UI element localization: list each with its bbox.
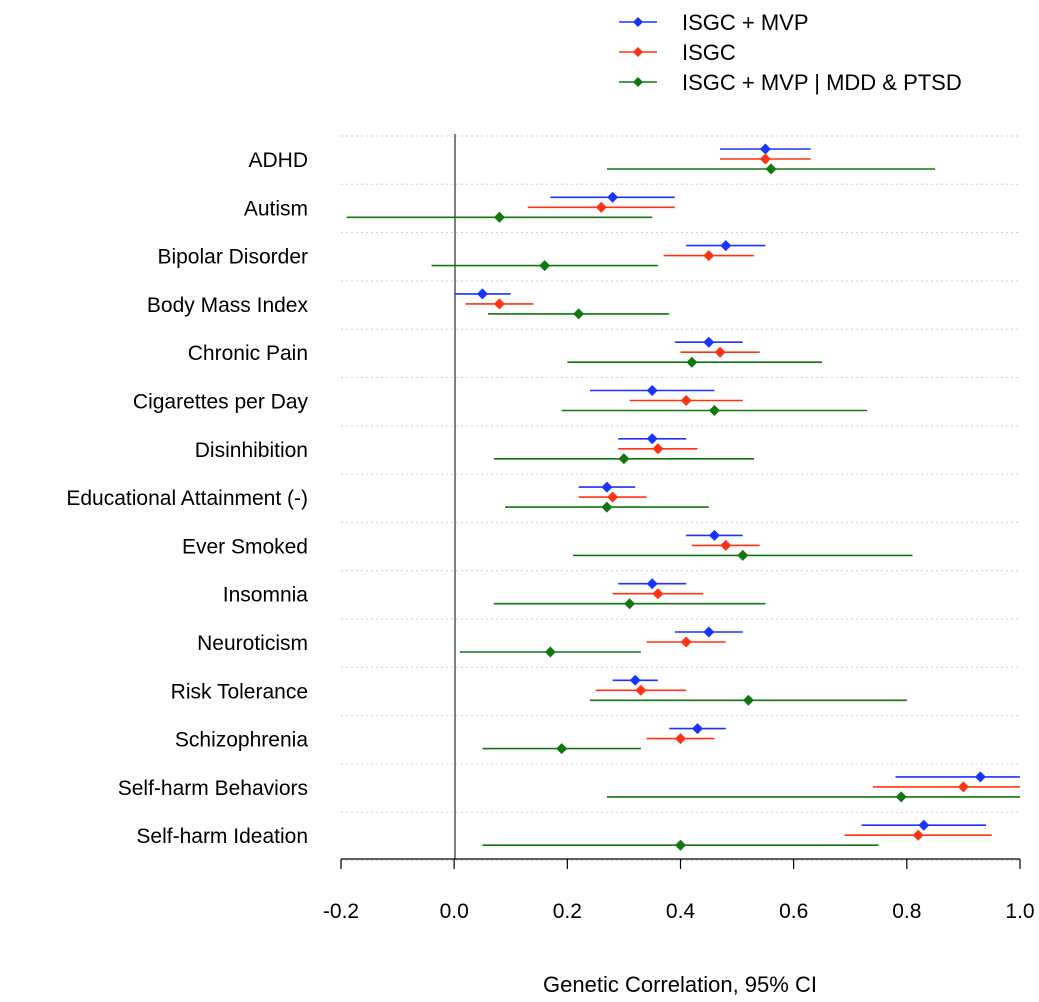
- estimate-point: [742, 694, 754, 706]
- estimate-point: [759, 143, 771, 155]
- category-label: Disinhibition: [195, 439, 308, 462]
- estimate-point: [680, 395, 692, 406]
- estimate-point: [703, 250, 715, 262]
- legend-label: ISGC + MVP: [682, 10, 809, 35]
- x-tick-label: 0.2: [553, 900, 582, 923]
- estimate-point: [646, 433, 658, 445]
- estimate-point: [556, 743, 568, 755]
- estimate-point: [703, 336, 715, 348]
- estimate-point: [974, 771, 986, 783]
- category-label: Bipolar Disorder: [157, 246, 308, 269]
- estimate-point: [652, 443, 664, 455]
- estimate-point: [708, 529, 720, 541]
- estimate-point: [675, 839, 686, 851]
- estimate-point: [476, 288, 488, 300]
- category-label: Self-harm Behaviors: [118, 777, 308, 800]
- series-group: [346, 163, 1020, 851]
- category-label: ADHD: [248, 149, 308, 172]
- category-label: Ever Smoked: [182, 535, 308, 558]
- category-label: Educational Attainment (-): [66, 487, 308, 510]
- category-label: Neuroticism: [197, 632, 308, 655]
- estimate-point: [675, 733, 686, 745]
- estimate-point: [544, 646, 556, 658]
- x-tick-label: 0.6: [779, 900, 808, 923]
- estimate-point: [918, 819, 930, 831]
- estimate-point: [957, 781, 969, 793]
- estimate-point: [629, 674, 641, 686]
- estimate-point: [720, 240, 732, 252]
- estimate-point: [708, 405, 720, 416]
- estimate-point: [912, 829, 924, 841]
- category-label: Cigarettes per Day: [133, 391, 309, 414]
- estimate-point: [680, 636, 692, 648]
- x-tick-label: 0.8: [892, 900, 921, 923]
- estimate-point: [493, 211, 505, 223]
- estimate-point: [539, 260, 551, 272]
- category-label: Chronic Pain: [188, 342, 308, 365]
- estimate-point: [607, 491, 619, 503]
- series-group: [454, 143, 1020, 831]
- data-marks: [346, 143, 1020, 851]
- estimate-point: [691, 723, 703, 735]
- estimate-point: [635, 684, 647, 696]
- legend-swatch-marker: [633, 77, 643, 87]
- legend-swatch-marker: [633, 47, 643, 57]
- estimate-point: [646, 385, 658, 396]
- legend-item: ISGC + MVP: [619, 10, 809, 35]
- category-label: Autism: [244, 197, 308, 220]
- x-tick-label: 1.0: [1005, 900, 1034, 923]
- x-tick-label: 0.4: [666, 900, 696, 923]
- estimate-point: [686, 356, 698, 368]
- estimate-point: [703, 626, 715, 638]
- legend-item: ISGC: [619, 40, 736, 65]
- legend-swatch-marker: [633, 17, 643, 27]
- x-tick-label: 0.0: [440, 900, 469, 923]
- category-label: Schizophrenia: [175, 729, 308, 752]
- legend-label: ISGC: [682, 40, 736, 65]
- gridlines: [341, 135, 1020, 861]
- estimate-point: [737, 549, 749, 561]
- category-labels: ADHD Autism Bipolar Disorder Body Mass Inde…: [66, 149, 308, 848]
- series-group: [465, 153, 1020, 841]
- estimate-point: [595, 201, 607, 213]
- estimate-point: [601, 481, 613, 493]
- estimate-point: [493, 298, 505, 310]
- estimate-point: [895, 791, 907, 803]
- estimate-point: [714, 346, 726, 358]
- estimate-point: [607, 191, 619, 203]
- estimate-point: [618, 453, 630, 465]
- category-label: Self-harm Ideation: [136, 825, 308, 848]
- estimate-point: [601, 501, 613, 513]
- estimate-point: [646, 578, 658, 590]
- category-label: Risk Tolerance: [171, 680, 308, 703]
- estimate-point: [759, 153, 771, 165]
- estimate-point: [652, 588, 664, 600]
- x-tick-label: -0.2: [323, 900, 359, 923]
- estimate-point: [573, 308, 585, 320]
- legend-label: ISGC + MVP | MDD & PTSD: [682, 70, 962, 95]
- legend-item: ISGC + MVP | MDD & PTSD: [619, 70, 962, 95]
- x-axis: -0.2 0.0 0.2 0.4 0.6 0.8 1.0: [323, 858, 1035, 923]
- category-label: Insomnia: [223, 584, 309, 607]
- category-label: Body Mass Index: [147, 294, 309, 317]
- x-axis-title: Genetic Correlation, 95% CI: [543, 972, 817, 997]
- estimate-point: [765, 163, 777, 175]
- estimate-point: [720, 539, 732, 551]
- legend: ISGC + MVP ISGC ISGC + MVP | MDD & PTSD: [619, 10, 962, 95]
- estimate-point: [624, 598, 636, 610]
